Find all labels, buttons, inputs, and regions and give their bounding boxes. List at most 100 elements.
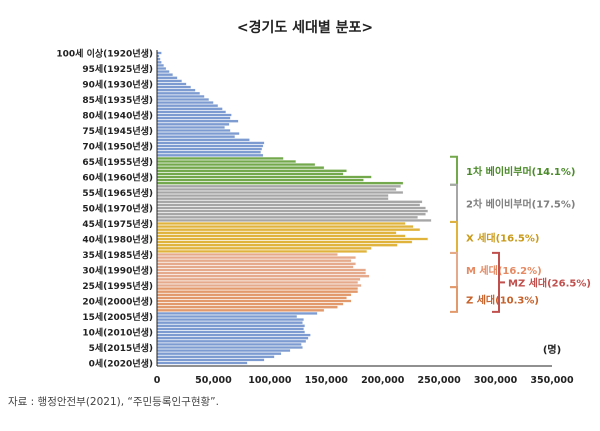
bar-age-68 bbox=[156, 150, 261, 154]
bar-age-96 bbox=[156, 63, 164, 67]
bar-age-30 bbox=[156, 268, 366, 272]
bar-age-92 bbox=[156, 76, 178, 80]
bar-age-89 bbox=[156, 85, 191, 89]
segment-label-1: 2차 베이비부머(17.5%) bbox=[466, 197, 575, 210]
source-note: 자료 : 행정안전부(2021), “주민등록인구현황”. bbox=[8, 396, 219, 408]
bar-age-81 bbox=[156, 110, 226, 114]
bar-age-63 bbox=[156, 166, 325, 170]
bar-age-4 bbox=[156, 349, 291, 353]
bar-age-100 bbox=[156, 51, 162, 55]
bar-age-37 bbox=[156, 246, 372, 250]
bar-age-60 bbox=[156, 175, 372, 179]
y-tick-label-35: 35세(1985년생) bbox=[82, 249, 153, 261]
bar-age-2 bbox=[156, 355, 275, 359]
segment-brackets: 1차 베이비부머(14.1%) 2차 베이비부머(17.5%) X 세대(16.5%… bbox=[450, 155, 591, 313]
bar-age-42 bbox=[156, 231, 397, 235]
bar-age-15 bbox=[156, 315, 298, 318]
y-tick-labels: 100세 이상(1920년생) 95세(1925년생) 90세(1930년생) 85세… bbox=[56, 48, 153, 370]
bar-age-11 bbox=[156, 327, 304, 331]
y-tick-label-15: 15세(2005년생) bbox=[82, 311, 153, 323]
y-tick-label-75: 75세(1945년생) bbox=[82, 125, 153, 137]
y-tick-label-55: 55세(1965년생) bbox=[82, 187, 153, 199]
bar-age-71 bbox=[156, 141, 265, 145]
segment-label-0: 1차 베이비부머(14.1%) bbox=[466, 165, 575, 178]
segment-label-4: Z 세대(10.3%) bbox=[466, 294, 539, 307]
bar-age-48 bbox=[156, 212, 426, 216]
bar-age-61 bbox=[156, 172, 344, 176]
segment-label-5: MZ 세대(26.5%) bbox=[508, 276, 591, 289]
bar-age-53 bbox=[156, 197, 389, 201]
bar-age-69 bbox=[156, 147, 263, 151]
bar-age-1 bbox=[156, 358, 265, 362]
y-tick-label-30: 30세(1990년생) bbox=[82, 265, 153, 277]
bar-age-85 bbox=[156, 98, 210, 101]
bar-age-58 bbox=[156, 181, 404, 185]
x-tick-label-3: 150,000 bbox=[305, 375, 349, 386]
bracket-4 bbox=[450, 286, 458, 313]
bar-age-47 bbox=[156, 215, 418, 219]
bar-age-40 bbox=[156, 237, 428, 241]
segment-label-2: X 세대(16.5%) bbox=[466, 231, 539, 244]
bar-age-28 bbox=[156, 274, 370, 278]
unit-label: (명) bbox=[543, 343, 561, 356]
bracket-2 bbox=[450, 220, 458, 254]
bar-age-43 bbox=[156, 228, 421, 232]
bar-age-93 bbox=[156, 73, 173, 77]
bar-age-77 bbox=[156, 122, 230, 126]
bar-age-54 bbox=[156, 194, 389, 198]
bar-age-5 bbox=[156, 346, 303, 349]
bar-age-66 bbox=[156, 156, 284, 160]
bar-age-52 bbox=[156, 200, 423, 204]
bar-age-82 bbox=[156, 107, 223, 111]
x-tick-label-4: 200,000 bbox=[361, 375, 405, 386]
segment-label-3: M 세대(16.2%) bbox=[466, 264, 542, 277]
bar-age-65 bbox=[156, 160, 296, 163]
bar-age-0 bbox=[156, 361, 248, 365]
bar-age-23 bbox=[156, 290, 359, 294]
x-axis bbox=[156, 50, 552, 367]
bar-age-74 bbox=[156, 132, 240, 136]
bar-age-83 bbox=[156, 104, 219, 108]
bar-age-67 bbox=[156, 153, 264, 157]
bar-age-34 bbox=[156, 256, 356, 260]
bar-age-51 bbox=[156, 203, 421, 207]
bar-age-76 bbox=[156, 125, 225, 129]
bar-age-3 bbox=[156, 352, 282, 356]
y-tick-label-80: 80세(1940년생) bbox=[82, 110, 153, 122]
bar-age-94 bbox=[156, 70, 170, 74]
bar-age-49 bbox=[156, 209, 428, 213]
bracket-3 bbox=[450, 251, 458, 289]
bar-age-38 bbox=[156, 243, 398, 247]
x-tick-label-5: 250,000 bbox=[417, 375, 461, 386]
bar-age-33 bbox=[156, 259, 352, 263]
bar-age-35 bbox=[156, 253, 338, 256]
bracket-0 bbox=[450, 155, 458, 186]
bar-age-29 bbox=[156, 271, 366, 275]
bar-age-19 bbox=[156, 302, 344, 306]
bar-age-17 bbox=[156, 308, 325, 312]
y-tick-label-90: 90세(1930년생) bbox=[82, 79, 153, 91]
bar-age-14 bbox=[156, 318, 304, 322]
chart-title: <경기도 세대별 분포> bbox=[237, 19, 373, 36]
bar-age-98 bbox=[156, 57, 161, 61]
bar-age-12 bbox=[156, 324, 305, 328]
y-tick-label-5: 5세(2015년생) bbox=[89, 342, 153, 354]
y-tick-label-40: 40세(1980년생) bbox=[82, 234, 153, 246]
y-tick-label-65: 65세(1955년생) bbox=[82, 156, 153, 168]
y-tick-label-45: 45세(1975년생) bbox=[82, 218, 153, 230]
bar-age-62 bbox=[156, 169, 347, 173]
bar-age-25 bbox=[156, 284, 362, 287]
y-tick-label-10: 10세(2010년생) bbox=[82, 327, 153, 339]
bar-age-9 bbox=[156, 333, 311, 337]
bar-age-95 bbox=[156, 67, 167, 70]
y-tick-label-50: 50세(1970년생) bbox=[82, 203, 153, 215]
x-tick-label-1: 50,000 bbox=[195, 375, 232, 386]
bar-age-8 bbox=[156, 336, 309, 340]
bar-age-41 bbox=[156, 234, 406, 238]
y-tick-label-70: 70세(1950년생) bbox=[82, 141, 153, 153]
bar-age-90 bbox=[156, 82, 187, 86]
bar-age-24 bbox=[156, 287, 359, 291]
bar-age-72 bbox=[156, 138, 250, 142]
bar-age-78 bbox=[156, 119, 239, 123]
